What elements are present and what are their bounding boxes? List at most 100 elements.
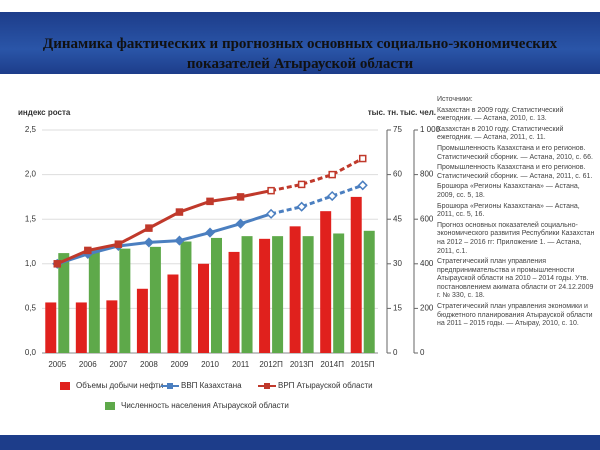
bar (45, 302, 57, 353)
marker (84, 246, 92, 255)
marker (358, 154, 367, 163)
bar (198, 263, 209, 353)
bar (180, 241, 192, 353)
source-item: Казахстан в 2010 году. Статистический еж… (437, 125, 564, 142)
legend-swatch (264, 383, 270, 389)
y3-tick-label: 600 (420, 214, 434, 223)
legend-label: Объемы добычи нефти (76, 381, 163, 390)
marker (174, 235, 185, 246)
y3-tick-label: 200 (420, 304, 434, 313)
y-tick-label: 1,5 (25, 214, 37, 223)
y-tick-label: 1,0 (25, 259, 37, 268)
y3-axis-title: тыс. чел. (400, 108, 436, 117)
x-tick-label: 2015П (351, 360, 375, 369)
marker (267, 186, 275, 195)
bar (302, 236, 314, 353)
y2-tick-label: 75 (393, 125, 402, 134)
legend-label: ВРП Атырауской области (278, 381, 373, 390)
line (270, 183, 364, 216)
marker (235, 218, 246, 229)
x-tick-label: 2010 (201, 360, 219, 369)
y2-tick-label: 60 (393, 170, 402, 179)
y2-tick-label: 30 (393, 259, 402, 268)
source-item: Брошюра «Регионы Казахстана» — Астана, 2… (437, 183, 580, 199)
y3-tick-label: 1 000 (420, 125, 441, 134)
x-tick-label: 2007 (109, 360, 127, 369)
bar (320, 211, 332, 353)
y-tick-label: 0,5 (25, 304, 37, 313)
y3-tick-label: 0 (420, 348, 425, 357)
x-tick-label: 2012П (259, 360, 283, 369)
slide-title: Динамика фактических и прогнозных основн… (42, 36, 558, 72)
marker (297, 180, 306, 189)
y-axis-title: индекс роста (18, 108, 71, 117)
x-tick-label: 2005 (48, 360, 66, 369)
marker (357, 180, 368, 191)
legend-swatch (167, 383, 173, 389)
line (56, 189, 272, 266)
y2-axis-title: тыс. тн. (368, 108, 399, 117)
marker (143, 237, 154, 248)
bar (119, 248, 131, 353)
y2-tick-label: 15 (393, 304, 402, 313)
marker (145, 224, 153, 232)
bar (88, 249, 100, 353)
bar (58, 253, 70, 353)
bar (363, 230, 375, 353)
bar (228, 251, 240, 353)
bar (211, 237, 222, 353)
source-item: Брошюра «Регионы Казахстана» — Астана, 2… (437, 202, 580, 219)
bar (259, 238, 271, 353)
bar (75, 302, 87, 353)
bar (272, 236, 284, 353)
marker (296, 201, 307, 212)
legend-label: Численность населения Атырауской области (121, 401, 289, 410)
marker (204, 227, 216, 238)
sources: Источники: Казахстан в 2009 году. Статист… (437, 96, 597, 331)
y-tick-label: 2,5 (25, 125, 37, 134)
bar (106, 300, 118, 353)
marker (236, 193, 245, 201)
y3-tick-label: 400 (420, 259, 434, 268)
source-item: Промышленность Казахстана и его регионов… (437, 144, 593, 161)
bar (333, 233, 345, 353)
marker (266, 208, 277, 219)
x-tick-label: 2011 (232, 360, 250, 369)
marker (206, 197, 214, 206)
bar (289, 226, 301, 353)
x-tick-label: 2006 (79, 360, 97, 369)
marker (175, 208, 184, 216)
footer-band (0, 435, 600, 450)
x-tick-label: 2014П (320, 360, 344, 369)
bar (167, 274, 179, 353)
source-item: Казахстан в 2009 году. Статистический еж… (437, 106, 564, 123)
x-tick-label: 2009 (171, 360, 189, 369)
marker (327, 190, 338, 202)
source-item: Прогноз основных показателей социально-э… (437, 221, 595, 255)
x-tick-label: 2008 (140, 360, 158, 369)
bar (149, 246, 161, 353)
source-item: Источники: (437, 96, 473, 103)
y-tick-label: 2,0 (25, 170, 37, 179)
y3-tick-label: 800 (420, 170, 434, 179)
source-item: Стратегический план управления экономики… (437, 303, 593, 328)
marker (53, 260, 62, 268)
source-item: Промышленность Казахстана и его регионов… (437, 164, 593, 180)
line (56, 212, 272, 266)
bar (350, 196, 362, 353)
bar (241, 236, 253, 353)
y2-tick-label: 45 (393, 214, 402, 223)
line (270, 157, 364, 193)
bar (136, 288, 148, 353)
y2-tick-label: 0 (393, 348, 398, 357)
legend-swatch (60, 382, 70, 390)
marker (328, 170, 336, 179)
x-tick-label: 2013П (290, 360, 314, 369)
y-tick-label: 0,0 (25, 348, 37, 357)
legend-swatch (105, 402, 115, 410)
source-item: Стратегический план управления предприни… (437, 258, 594, 300)
marker (114, 240, 123, 248)
legend-label: ВВП Казахстана (181, 381, 242, 390)
